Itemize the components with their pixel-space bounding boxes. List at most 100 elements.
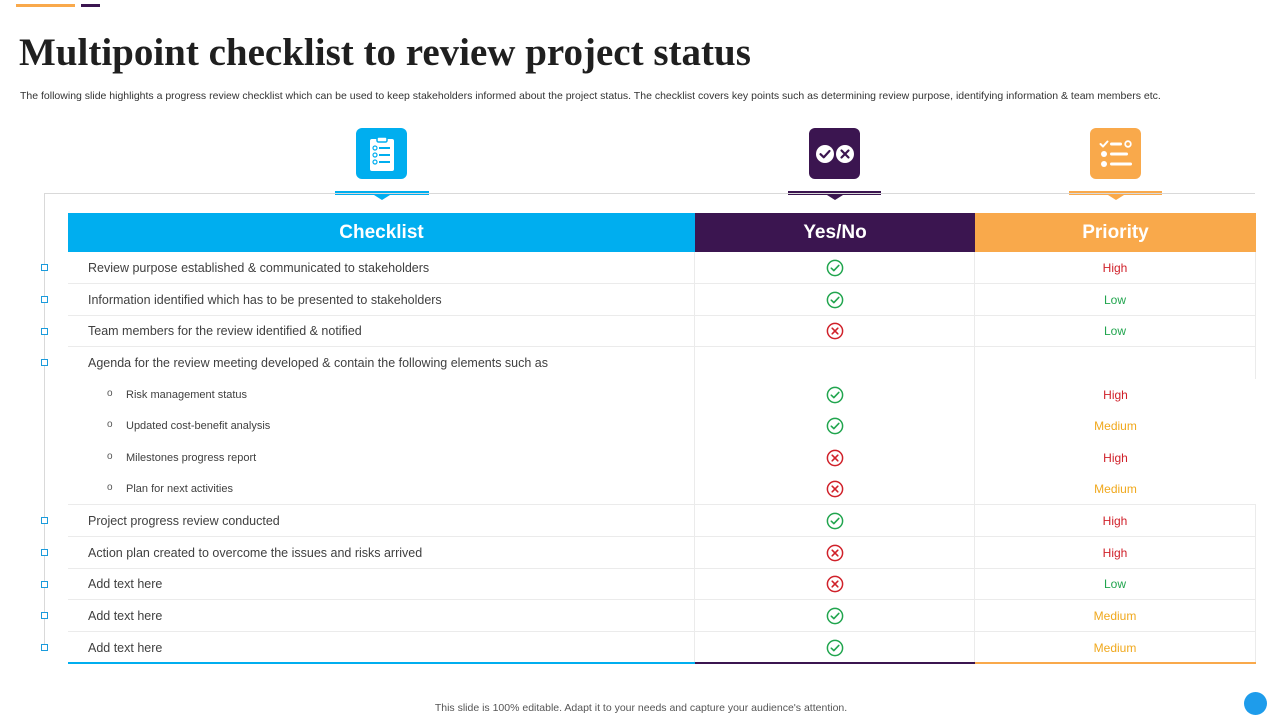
checklist-cell: Action plan created to overcome the issu… (68, 537, 695, 568)
row-marker (41, 359, 48, 366)
slide-dot (1244, 692, 1267, 715)
checklist-cell: Milestones progress report (68, 442, 695, 473)
row-marker (41, 296, 48, 303)
page-title: Multipoint checklist to review project s… (19, 31, 751, 74)
header-yesno: Yes/No (695, 213, 975, 252)
priority-cell: Medium (975, 632, 1256, 663)
check-circle-icon (826, 607, 844, 625)
row-marker (41, 644, 48, 651)
priority-label: Medium (1093, 608, 1137, 623)
footer-note: This slide is 100% editable. Adapt it to… (434, 702, 848, 714)
table-row: Add text here Medium (41, 632, 1256, 664)
priority-cell: Low (975, 284, 1256, 315)
accent-bar-purple (81, 4, 100, 7)
priority-label: Low (1103, 324, 1126, 338)
yesno-pointer (827, 195, 843, 200)
cross-circle-icon (826, 575, 844, 593)
priority-label: High (1102, 513, 1128, 528)
yesno-cell (695, 569, 975, 599)
checklist-cell: Information identified which has to be p… (68, 284, 695, 315)
priority-label: Low (1103, 292, 1126, 307)
priority-cell: Low (975, 316, 1256, 346)
table-row: Review purpose established & communicate… (41, 252, 1256, 284)
table-row: Plan for next activities Medium (68, 473, 1256, 505)
frame-line-left (44, 193, 45, 649)
priority-label: Medium (1094, 419, 1137, 433)
check-circle-icon (826, 639, 844, 657)
frame-line-top (44, 193, 1255, 194)
yesno-cell (695, 252, 975, 283)
priority-cell: Medium (975, 410, 1256, 442)
row-marker (41, 581, 48, 588)
yesno-bottom-line (695, 662, 975, 664)
item-text: Add text here (88, 640, 163, 655)
clipboard-icon (356, 128, 407, 179)
item-text: Add text here (88, 577, 163, 591)
item-text: Information identified which has to be p… (88, 292, 442, 307)
checklist-pointer (374, 195, 390, 200)
table-row: Team members for the review identified &… (41, 316, 1256, 347)
yesno-cell (695, 316, 975, 346)
priority-label: High (1103, 387, 1128, 402)
priority-label: Low (1103, 577, 1126, 591)
checklist-cell: Agenda for the review meeting developed … (68, 347, 695, 379)
priority-label: High (1103, 450, 1128, 465)
item-text: Action plan created to overcome the issu… (88, 545, 423, 560)
sub-item-text: Risk management status (68, 388, 247, 401)
priority-label: Medium (1093, 640, 1137, 655)
table-row: Agenda for the review meeting developed … (41, 347, 1256, 379)
checklist-cell: Add text here (68, 600, 695, 631)
checklist-cell: Project progress review conducted (68, 505, 695, 536)
yesno-cell (695, 410, 975, 442)
priority-cell: High (975, 537, 1256, 568)
table-row: Add text here Medium (41, 600, 1256, 632)
yesno-cell (695, 537, 975, 568)
checklist-bottom-line (68, 662, 695, 664)
priority-cell: High (975, 379, 1256, 410)
priority-label: High (1102, 260, 1128, 275)
table-row: Information identified which has to be p… (41, 284, 1256, 316)
checklist-table: Checklist Yes/No Priority Review purpose… (41, 213, 1256, 664)
checklist-cell: Add text here (68, 632, 695, 663)
cross-circle-icon (826, 544, 844, 562)
table-row: Action plan created to overcome the issu… (41, 537, 1256, 569)
priority-cell (975, 347, 1256, 379)
yesno-cell (695, 600, 975, 631)
yesno-cell (695, 347, 975, 379)
yesno-cell (695, 473, 975, 504)
priority-cell: Medium (975, 473, 1256, 504)
page-subtitle: The following slide highlights a progres… (20, 90, 1161, 102)
item-text: Review purpose established & communicate… (88, 260, 430, 275)
checklist-cell: Updated cost-benefit analysis (68, 410, 695, 442)
header-priority: Priority (975, 213, 1256, 252)
priority-bottom-line (975, 662, 1256, 664)
priority-cell: Medium (975, 600, 1256, 631)
priority-cell: High (975, 252, 1256, 283)
priority-label: High (1102, 545, 1128, 560)
priority-cell: High (975, 505, 1256, 536)
yesno-cell (695, 632, 975, 663)
yesno-cell (695, 442, 975, 473)
sub-item-text: Updated cost-benefit analysis (68, 419, 270, 432)
checklist-cell: Add text here (68, 569, 695, 599)
check-cross-icon (809, 128, 860, 179)
yesno-cell (695, 379, 975, 410)
list-icon (1090, 128, 1141, 179)
yesno-cell (695, 505, 975, 536)
row-marker (41, 264, 48, 271)
item-text: Team members for the review identified &… (88, 324, 362, 338)
check-circle-icon (826, 386, 844, 404)
checklist-cell: Review purpose established & communicate… (68, 252, 695, 283)
sub-item-text: Milestones progress report (68, 451, 256, 464)
accent-bar-orange (16, 4, 75, 7)
cross-circle-icon (826, 322, 844, 340)
checklist-cell: Team members for the review identified &… (68, 316, 695, 346)
check-circle-icon (826, 512, 844, 530)
table-body: Review purpose established & communicate… (41, 252, 1256, 664)
row-marker (41, 517, 48, 524)
cross-circle-icon (826, 449, 844, 467)
table-row: Project progress review conducted High (41, 505, 1256, 537)
row-marker (41, 612, 48, 619)
check-circle-icon (826, 291, 844, 309)
table-row: Risk management status High (68, 379, 1256, 410)
